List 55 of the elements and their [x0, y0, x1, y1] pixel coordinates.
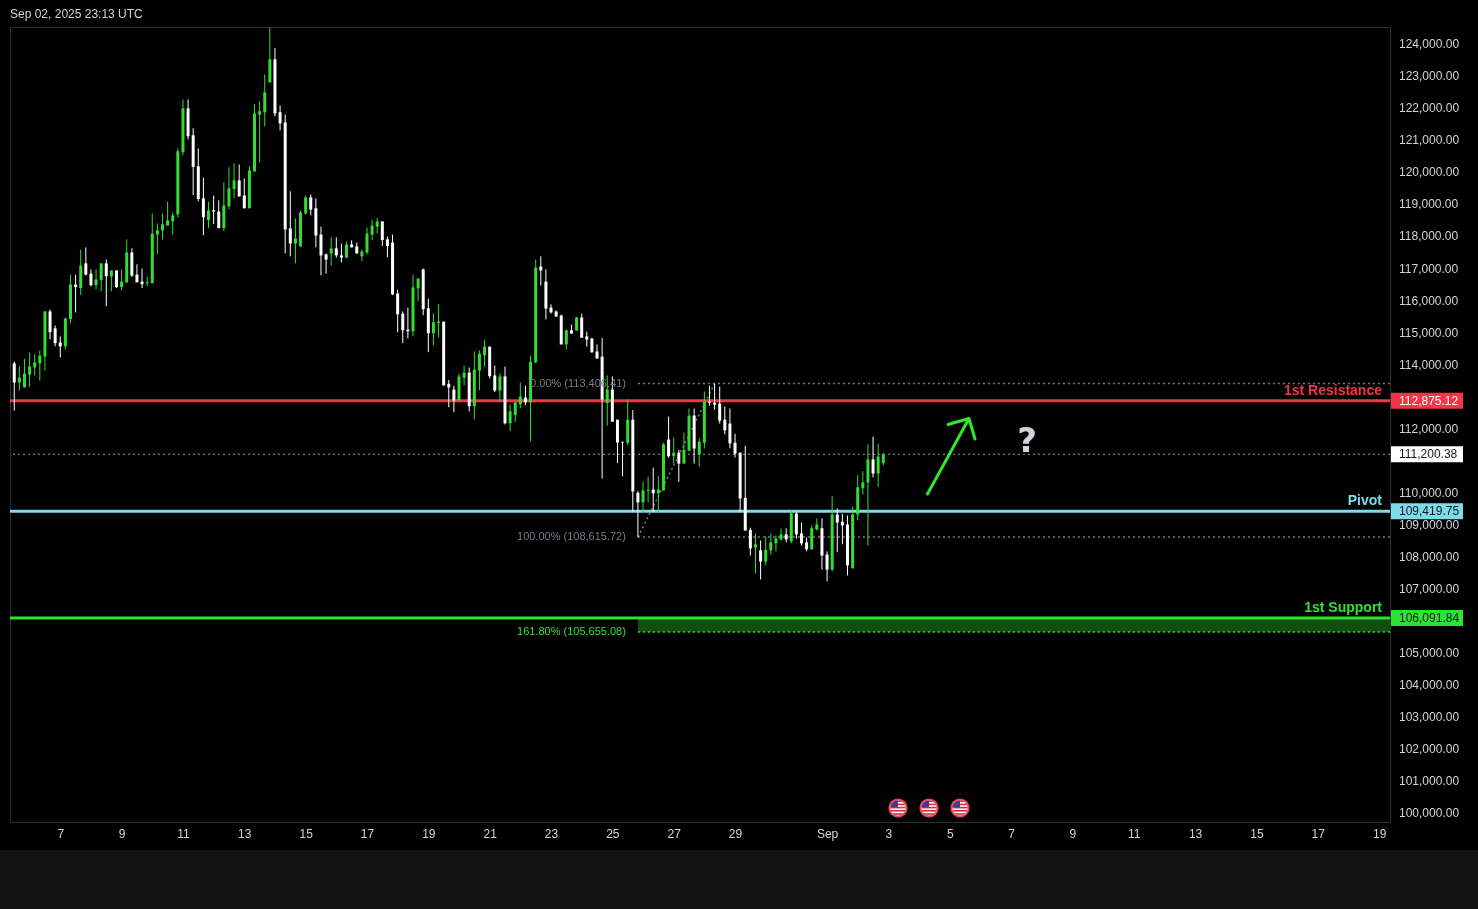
- y-tick-label: 104,000.00: [1399, 677, 1460, 692]
- x-tick-label: 21: [483, 826, 498, 841]
- y-tick-label: 103,000.00: [1399, 709, 1460, 724]
- y-tick-label: 109,419.75: [1399, 504, 1460, 519]
- y-tick-label: 112,875.12: [1399, 393, 1459, 408]
- x-tick-label: 13: [238, 826, 252, 841]
- y-tick-label: 114,000.00: [1399, 357, 1459, 372]
- x-tick-label: 23: [544, 826, 559, 841]
- x-tick-label: 25: [606, 826, 620, 841]
- y-tick-label: 106,091.84: [1399, 610, 1460, 625]
- y-tick-label: 107,000.00: [1399, 581, 1460, 596]
- x-tick-label: 19: [422, 826, 436, 841]
- y-tick-label: 116,000.00: [1399, 293, 1459, 308]
- y-tick-label: 101,000.00: [1399, 774, 1460, 788]
- y-tick-label: 105,000.00: [1399, 645, 1460, 660]
- x-tick-label: 9: [1069, 826, 1077, 841]
- y-tick-label: 100,000.00: [1399, 806, 1460, 821]
- y-tick-label: 123,000.00: [1399, 69, 1460, 84]
- ref-line-label: 1st Support: [1304, 598, 1383, 615]
- y-tick-label: 124,000.00: [1399, 37, 1460, 52]
- x-tick-label: 15: [299, 826, 314, 841]
- text: Sep 02, 2025 23:13 UTC: [10, 7, 144, 21]
- series-label: 100.00% (108,615.72): [517, 530, 626, 543]
- y-tick-label: 102,000.00: [1399, 741, 1460, 756]
- x-tick-label: 29: [728, 826, 743, 841]
- y-tick-label: 110,000.00: [1399, 485, 1459, 500]
- x-tick-label: 17: [360, 826, 375, 841]
- x-tick-label: 7: [57, 826, 65, 841]
- y-tick-label: 109,000.00: [1399, 517, 1460, 532]
- x-tick-label: 11: [177, 826, 190, 841]
- y-tick-label: 120,000.00: [1399, 165, 1460, 180]
- y-tick-label: 111,200.38: [1399, 447, 1458, 462]
- y-tick-label: 122,000.00: [1399, 101, 1460, 116]
- x-tick-label: 3: [885, 826, 893, 841]
- x-tick-label: 19: [1372, 826, 1387, 841]
- y-tick-label: 118,000.00: [1399, 229, 1459, 244]
- x-tick-label: 27: [667, 826, 682, 841]
- y-tick-label: 119,000.00: [1399, 197, 1459, 212]
- y-tick-label: 108,000.00: [1399, 549, 1460, 564]
- x-tick-label: 15: [1250, 826, 1264, 841]
- y-tick-label: 115,000.00: [1399, 325, 1459, 340]
- x-tick-label: 5: [946, 826, 954, 841]
- x-tick-label: 11: [1128, 826, 1141, 841]
- ref-line-label: 1st Resistance: [1283, 381, 1383, 398]
- x-tick-label: Sep: [816, 826, 839, 841]
- ref-line-label: Pivot: [1347, 492, 1383, 509]
- y-tick-label: 112,000.00: [1399, 421, 1459, 436]
- annotation: ?: [1017, 420, 1037, 460]
- series-label: 161.80% (105,655.08): [517, 624, 626, 637]
- y-tick-label: 117,000.00: [1399, 261, 1459, 276]
- x-tick-label: 13: [1188, 826, 1203, 841]
- x-tick-label: 17: [1311, 826, 1326, 841]
- x-tick-label: 7: [1008, 826, 1016, 841]
- x-tick-label: 9: [118, 826, 126, 841]
- y-tick-label: 121,000.00: [1399, 133, 1460, 148]
